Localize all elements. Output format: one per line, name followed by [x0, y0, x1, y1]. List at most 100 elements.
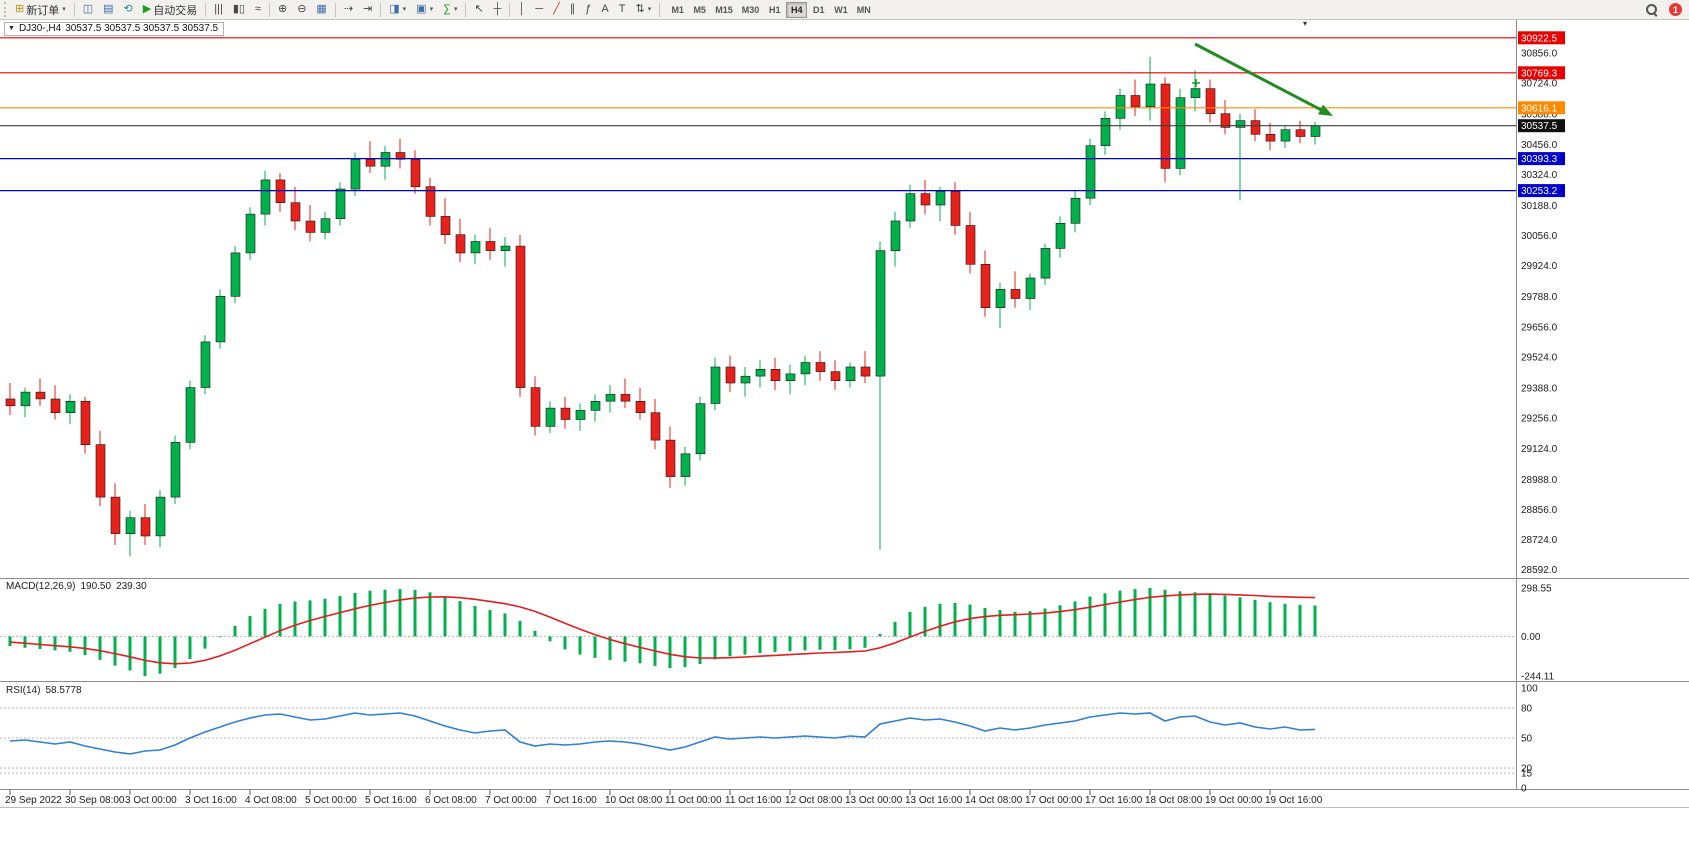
zoom-out-button[interactable]: ⊖ — [293, 1, 310, 18]
auto-scroll-button[interactable]: ⇢ — [340, 1, 357, 18]
candle-body — [725, 366, 736, 384]
candle-body — [350, 159, 361, 190]
price-axis-label: 30856.0 — [1521, 49, 1558, 60]
candle-body — [425, 186, 436, 217]
candle-body — [650, 412, 661, 441]
candle-body — [140, 517, 151, 537]
tile-windows-button[interactable]: ▦ — [312, 1, 330, 18]
candle-body — [770, 368, 781, 381]
toolbar-grip[interactable] — [4, 2, 7, 17]
rsi-indicator-label: RSI(14) — [6, 685, 41, 696]
fibonacci-tool-button[interactable]: ƒ — [581, 1, 595, 18]
candle-body — [935, 191, 946, 206]
time-axis-label: 17 Oct 00:00 — [1025, 795, 1083, 806]
candle-body — [20, 391, 31, 407]
candle-body — [1130, 95, 1141, 108]
time-axis-label: 7 Oct 00:00 — [485, 795, 537, 806]
candle-body — [815, 362, 826, 372]
timeframe-button-h4[interactable]: H4 — [786, 1, 808, 18]
price-axis-label: 29788.0 — [1521, 292, 1558, 303]
timeframe-button-d1[interactable]: D1 — [808, 2, 829, 18]
trend-arrow-head[interactable] — [1318, 104, 1333, 116]
price-tag-label: 30616.1 — [1521, 103, 1558, 114]
toolbar: ⊞ 新订单 ▾ ◫ ▤ ⟲ ▶ 自动交易 ||| ▮▯ ≈ ⊕ — [0, 0, 1689, 20]
autotrading-label: 自动交易 — [153, 4, 198, 17]
horizontal-line-tool-button[interactable]: ─ — [531, 1, 547, 18]
channel-tool-button[interactable]: ∥ — [566, 1, 580, 18]
timeframe-button-m5[interactable]: M5 — [689, 2, 710, 18]
crosshair-tool-button[interactable]: ┼ — [490, 1, 506, 18]
autotrading-button[interactable]: ▶ 自动交易 — [139, 1, 201, 18]
arrows-tool-button[interactable]: ⇅ ▾ — [631, 1, 655, 18]
text-tool-button[interactable]: A — [597, 1, 612, 18]
price-axis-label: 29388.0 — [1521, 384, 1558, 395]
indicators-button[interactable]: ∑ ▾ — [439, 1, 461, 18]
market-watch-icon: ▤ — [103, 3, 114, 15]
timeframe-button-mn[interactable]: MN — [853, 2, 875, 18]
price-tag — [1518, 184, 1565, 198]
chart-shift-marker-icon[interactable]: ▾ — [1303, 19, 1308, 28]
market-watch-button[interactable]: ▤ — [99, 1, 117, 18]
line-chart-type-button[interactable]: ≈ — [251, 1, 265, 18]
timeframe-button-m1[interactable]: M1 — [667, 2, 688, 18]
cursor-tool-button[interactable]: ↖ — [470, 1, 487, 18]
timeframe-button-h1[interactable]: H1 — [764, 2, 785, 18]
candle-body — [590, 400, 601, 411]
new-order-label: 新订单 — [26, 4, 60, 17]
rsi-axis-label: 100 — [1521, 684, 1538, 695]
candlestick-chart-icon: ▮▯ — [232, 3, 245, 15]
new-chart-button[interactable]: ◨ ▾ — [385, 1, 410, 18]
candle-body — [155, 496, 166, 537]
toolbar-separator — [268, 2, 270, 17]
chart-shift-button[interactable]: ⇥ — [359, 1, 376, 18]
vertical-line-tool-button[interactable]: │ — [514, 1, 529, 18]
price-axis-label: 30056.0 — [1521, 231, 1558, 242]
refresh-icon: ⟲ — [123, 3, 133, 15]
macd-axis-label: -244.11 — [1521, 672, 1555, 683]
price-axis-label: 28724.0 — [1521, 535, 1558, 546]
timeframe-button-m15[interactable]: M15 — [711, 2, 737, 18]
candle-body — [35, 391, 46, 400]
candlestick-chart-type-button[interactable]: ▮▯ — [229, 1, 249, 18]
new-order-button[interactable]: ⊞ 新订单 ▾ — [11, 1, 70, 18]
candle-body — [905, 193, 916, 222]
candle-body — [410, 159, 421, 188]
time-axis-label: 12 Oct 08:00 — [785, 795, 843, 806]
text-label-tool-button[interactable]: T — [615, 1, 630, 18]
profiles-button[interactable]: ▣ ▾ — [412, 1, 437, 18]
tile-windows-icon: ▦ — [316, 3, 327, 15]
candle-body — [635, 400, 646, 413]
candle-body — [1040, 248, 1051, 279]
refresh-button[interactable]: ⟲ — [120, 1, 137, 18]
trendline-tool-button[interactable]: ╱ — [549, 1, 564, 18]
trend-arrow-line[interactable] — [1194, 42, 1325, 113]
candle-body — [245, 213, 256, 254]
expand-ohlc-icon[interactable]: ▼ — [8, 25, 15, 32]
rsi-value: 58.5778 — [45, 685, 82, 696]
zoom-in-button[interactable]: ⊕ — [274, 1, 291, 18]
windows-button[interactable]: ◫ — [79, 1, 97, 18]
symbol-label: DJ30-,H4 — [18, 23, 62, 34]
price-axis-label: 29124.0 — [1521, 444, 1558, 455]
candle-body — [1190, 88, 1201, 98]
symbol-info-box[interactable]: ▼ DJ30-,H4 30537.5 30537.5 30537.5 30537… — [4, 22, 225, 36]
macd-axis-label: 298.55 — [1521, 584, 1552, 595]
notification-badge[interactable]: 1 — [1669, 3, 1682, 16]
rsi-axis-label: 20 — [1521, 764, 1533, 775]
candle-body — [80, 400, 91, 445]
timeframe-button-w1[interactable]: W1 — [830, 2, 852, 18]
time-axis-label: 11 Oct 00:00 — [665, 795, 722, 806]
bar-chart-type-button[interactable]: ||| — [210, 1, 227, 18]
price-tag-label: 30253.2 — [1521, 186, 1558, 197]
candle-body — [1115, 95, 1126, 119]
candle-body — [395, 152, 406, 160]
chart-shift-icon: ⇥ — [363, 3, 373, 15]
search-button[interactable] — [1641, 1, 1662, 18]
candle-body — [170, 441, 181, 498]
candle-body — [980, 263, 991, 308]
time-axis-label: 30 Sep 08:00 — [65, 795, 125, 806]
timeframe-button-m30[interactable]: M30 — [738, 2, 764, 18]
price-axis-label: 30188.0 — [1521, 201, 1558, 212]
time-axis-label: 19 Oct 00:00 — [1205, 795, 1263, 806]
